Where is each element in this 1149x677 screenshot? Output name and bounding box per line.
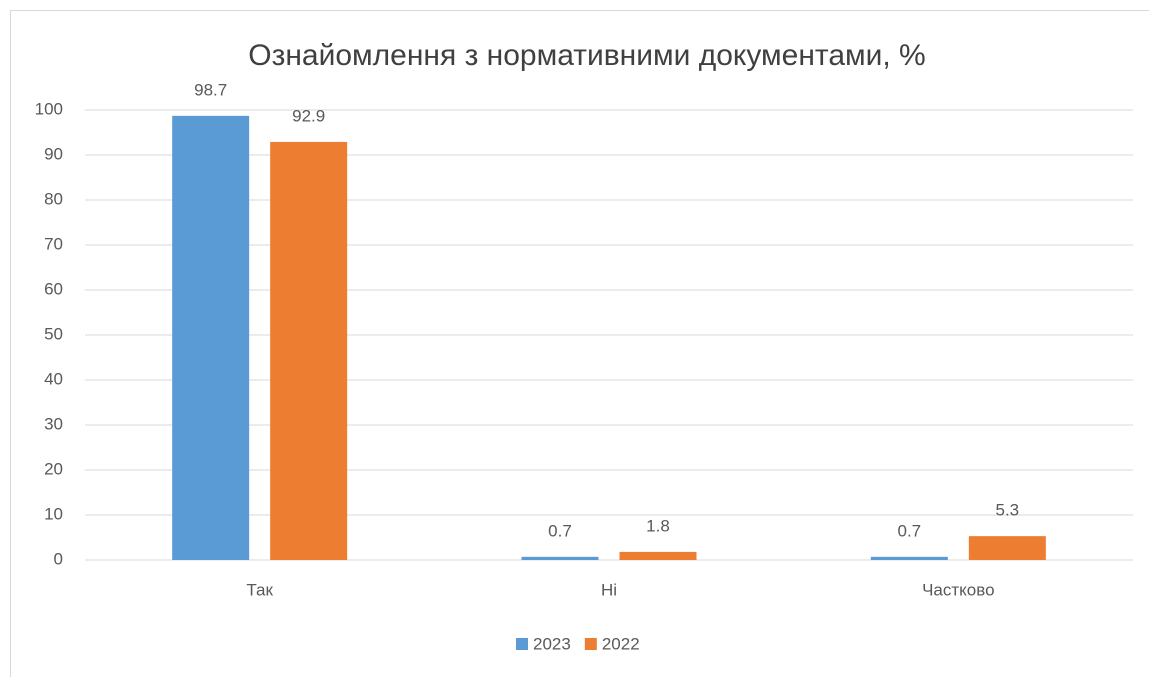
chart-title: Ознайомлення з нормативними документами,…: [248, 39, 925, 72]
bar: [619, 551, 697, 560]
y-tick-label: 80: [44, 189, 63, 208]
y-tick-label: 10: [44, 504, 63, 523]
x-tick-label: Ні: [601, 580, 617, 599]
legend-swatch: [584, 638, 597, 650]
y-tick-label: 40: [44, 369, 63, 388]
legend-swatch: [516, 638, 528, 650]
x-tick-label: Так: [246, 580, 273, 599]
x-tick-label: Частково: [922, 580, 994, 599]
data-label: 1.8: [646, 516, 670, 535]
data-label: 0.7: [548, 521, 572, 540]
y-tick-label: 0: [54, 549, 63, 568]
bar: [521, 556, 599, 560]
y-tick-label: 50: [44, 324, 63, 343]
y-tick-label: 70: [44, 234, 63, 253]
legend-label: 2023: [533, 634, 571, 653]
data-label: 98.7: [194, 80, 227, 99]
data-label: 0.7: [898, 521, 922, 540]
y-tick-label: 20: [44, 459, 63, 478]
legend-label: 2022: [602, 634, 640, 653]
bar: [172, 115, 250, 560]
y-tick-label: 90: [44, 144, 63, 163]
bar: [870, 556, 948, 560]
bar: [270, 141, 348, 560]
y-tick-label: 60: [44, 279, 63, 298]
data-label: 92.9: [292, 106, 325, 125]
chart-border: [10, 10, 1149, 677]
data-label: 5.3: [996, 501, 1020, 520]
bar: [968, 536, 1046, 560]
y-tick-label: 100: [35, 99, 63, 118]
y-tick-label: 30: [44, 414, 63, 433]
